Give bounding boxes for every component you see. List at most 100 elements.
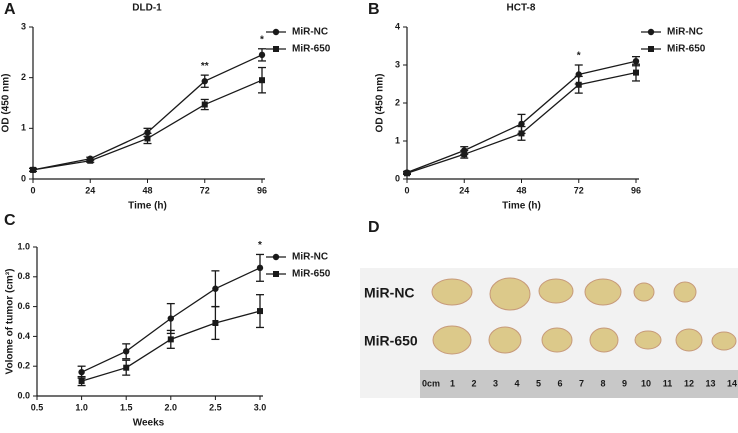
ruler-label: 2 (471, 378, 476, 388)
data-point (167, 315, 174, 322)
x-axis-label: Weeks (133, 418, 165, 428)
x-tick-label: 24 (85, 185, 95, 195)
x-tick-label: 72 (574, 185, 584, 195)
x-tick-label: 3.0 (254, 402, 267, 412)
legend-marker (272, 253, 280, 261)
legend-marker (647, 28, 655, 36)
x-tick-label: 72 (200, 185, 210, 195)
y-axis-label: OD (450 nm) (375, 74, 386, 133)
data-point (632, 58, 640, 65)
x-tick-label: 96 (257, 185, 267, 195)
ruler (420, 370, 738, 398)
chart-title: HCT-8 (507, 3, 536, 14)
data-point (461, 151, 468, 158)
data-point (144, 135, 151, 142)
y-tick-label: 3 (21, 21, 26, 31)
x-axis-label: Time (h) (128, 201, 167, 212)
data-point (633, 69, 639, 76)
x-tick-label: 2.5 (209, 402, 222, 412)
y-tick-label: 0 (21, 173, 26, 183)
data-point (123, 348, 130, 355)
data-point (201, 101, 208, 108)
panel-letter: B (368, 1, 380, 18)
x-tick-label: 48 (516, 185, 526, 195)
legend-marker (648, 46, 654, 52)
legend-label: MiR-650 (292, 269, 331, 280)
ruler-label: 6 (557, 378, 562, 388)
legend-label: MiR-NC (292, 27, 328, 38)
y-tick-label: 4 (395, 21, 400, 31)
y-tick-label: 0.6 (17, 301, 30, 311)
data-point (212, 319, 219, 326)
data-point (78, 378, 85, 385)
tumors (431, 277, 737, 355)
y-tick-label: 3 (395, 59, 400, 69)
ruler-label: 11 (663, 378, 673, 388)
y-tick-label: 1 (395, 135, 400, 145)
data-point (212, 285, 219, 292)
x-tick-label: 24 (459, 185, 469, 195)
data-point (575, 81, 582, 88)
y-tick-label: 0.8 (17, 271, 30, 281)
series-line (32, 54, 263, 171)
ruler-label: 4 (514, 378, 519, 388)
legend-label: MiR-650 (292, 44, 331, 55)
data-point (518, 130, 525, 137)
y-tick-label: 0.0 (17, 390, 30, 400)
ruler-label: 5 (536, 378, 541, 388)
panel-letter: D (368, 219, 380, 236)
y-axis-label: Volome of tumor (cm³) (5, 269, 16, 375)
row-label: MiR-NC (364, 285, 415, 301)
ruler-label: 3 (493, 378, 498, 388)
ruler-label: 9 (622, 378, 627, 388)
data-point (167, 336, 174, 343)
ruler-label: 13 (705, 378, 715, 388)
y-tick-label: 2 (21, 72, 26, 82)
data-point (30, 166, 36, 173)
legend-label: MiR-NC (667, 27, 703, 38)
y-axis-label: OD (450 nm) (1, 74, 12, 133)
ruler-label: 12 (684, 378, 694, 388)
tumor-photo: MiR-NC MiR-650 (360, 268, 738, 398)
annotation: * (258, 240, 262, 251)
ruler-label: 1 (450, 378, 455, 388)
legend-marker (273, 271, 279, 277)
row-label: MiR-650 (364, 333, 418, 349)
data-point (87, 157, 94, 164)
data-point (518, 120, 525, 128)
y-tick-label: 0.4 (17, 331, 30, 341)
x-tick-label: 2.0 (165, 402, 178, 412)
legend-label: MiR-NC (292, 252, 328, 263)
annotation: * (260, 34, 264, 45)
y-tick-label: 2 (395, 97, 400, 107)
x-tick-label: 96 (631, 185, 641, 195)
y-tick-label: 0 (395, 173, 400, 183)
x-tick-label: 1.0 (75, 402, 88, 412)
data-point (259, 77, 265, 84)
data-point (123, 364, 130, 371)
series-line (32, 79, 263, 171)
x-tick-label: 1.5 (120, 402, 133, 412)
ruler-label: 7 (579, 378, 584, 388)
annotation: * (577, 51, 581, 62)
data-point (201, 78, 208, 85)
data-point (404, 170, 410, 177)
x-tick-label: 0.5 (31, 402, 44, 412)
annotation: ** (201, 61, 209, 72)
y-tick-label: 1 (21, 123, 26, 133)
ruler-label: 10 (641, 378, 651, 388)
x-tick-label: 0 (404, 185, 409, 195)
data-point (257, 308, 263, 315)
panel-letter: A (4, 1, 16, 18)
x-axis-label: Time (h) (502, 201, 541, 212)
data-point (78, 368, 85, 376)
data-point (256, 264, 264, 272)
x-tick-label: 48 (142, 185, 152, 195)
y-tick-label: 0.2 (17, 361, 30, 371)
legend-label: MiR-650 (667, 44, 706, 55)
ruler-label: 0cm (422, 378, 440, 388)
ruler-label: 8 (600, 378, 605, 388)
x-tick-label: 0 (30, 185, 35, 195)
legend-marker (272, 28, 280, 36)
